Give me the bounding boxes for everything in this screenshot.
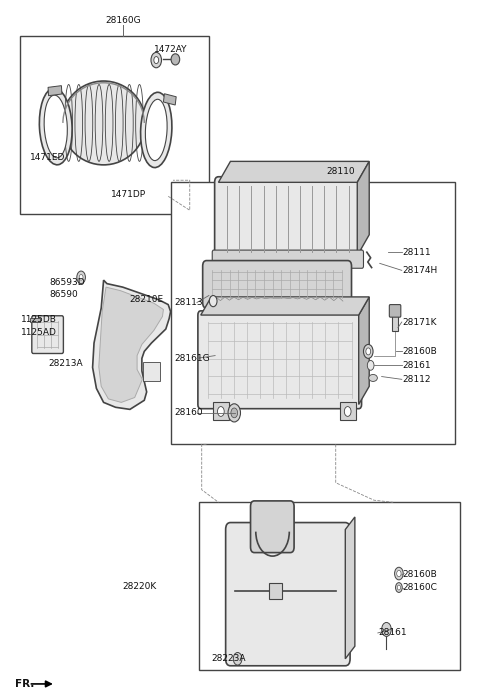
Text: 28223A: 28223A	[211, 654, 246, 664]
Ellipse shape	[141, 92, 172, 167]
Circle shape	[217, 407, 224, 416]
FancyBboxPatch shape	[32, 316, 63, 354]
Text: 86593D: 86593D	[49, 278, 85, 287]
Circle shape	[363, 344, 373, 358]
Circle shape	[228, 404, 240, 422]
Ellipse shape	[369, 374, 377, 382]
FancyBboxPatch shape	[389, 304, 401, 317]
Polygon shape	[359, 297, 369, 405]
Polygon shape	[93, 280, 170, 410]
Circle shape	[367, 360, 374, 370]
Text: 28171K: 28171K	[403, 318, 437, 327]
Ellipse shape	[145, 99, 167, 160]
Text: 28161: 28161	[379, 629, 408, 638]
Circle shape	[209, 295, 217, 307]
Polygon shape	[218, 162, 369, 182]
Circle shape	[382, 622, 391, 636]
FancyBboxPatch shape	[203, 260, 351, 308]
Text: 28174H: 28174H	[403, 266, 438, 275]
Text: 28160B: 28160B	[403, 347, 437, 356]
Bar	[392, 316, 398, 331]
Ellipse shape	[44, 95, 67, 158]
Text: FR.: FR.	[15, 679, 35, 689]
Ellipse shape	[171, 54, 180, 65]
Text: 1471ED: 1471ED	[30, 153, 66, 162]
Text: 28160B: 28160B	[403, 570, 437, 580]
FancyBboxPatch shape	[251, 501, 294, 552]
Text: 1125DB: 1125DB	[21, 316, 57, 325]
Polygon shape	[201, 297, 369, 315]
Text: 28110: 28110	[326, 167, 355, 176]
Text: 1472AY: 1472AY	[154, 45, 187, 54]
Polygon shape	[357, 162, 369, 256]
FancyBboxPatch shape	[212, 250, 363, 268]
Circle shape	[344, 407, 351, 416]
Text: 28220K: 28220K	[123, 582, 157, 591]
Circle shape	[396, 582, 402, 592]
Ellipse shape	[154, 57, 158, 64]
Bar	[170, 182, 456, 444]
Text: 28112: 28112	[403, 374, 431, 384]
Bar	[20, 36, 209, 214]
Text: 86590: 86590	[49, 290, 78, 299]
Circle shape	[397, 585, 401, 590]
Bar	[213, 402, 229, 420]
Text: 28161G: 28161G	[174, 354, 210, 363]
Text: 28161: 28161	[403, 361, 432, 370]
Text: 28213A: 28213A	[48, 360, 83, 368]
Bar	[143, 362, 159, 382]
Text: 1125AD: 1125AD	[21, 328, 57, 337]
Text: 28113: 28113	[174, 298, 203, 307]
Circle shape	[231, 408, 238, 418]
Ellipse shape	[151, 52, 161, 68]
Text: 1471DP: 1471DP	[111, 190, 146, 199]
Text: 28160C: 28160C	[403, 583, 438, 592]
Circle shape	[79, 274, 83, 280]
Bar	[199, 503, 460, 670]
FancyBboxPatch shape	[198, 311, 361, 409]
Bar	[339, 402, 356, 420]
Text: 28160: 28160	[174, 408, 203, 417]
Polygon shape	[99, 287, 163, 402]
Text: 28111: 28111	[403, 248, 432, 257]
Polygon shape	[345, 517, 355, 659]
Bar	[163, 94, 176, 105]
Circle shape	[233, 652, 242, 665]
Bar	[48, 85, 62, 96]
FancyBboxPatch shape	[226, 523, 350, 666]
Text: 28210E: 28210E	[129, 295, 163, 304]
Bar	[30, 318, 40, 322]
Circle shape	[77, 271, 85, 284]
Circle shape	[395, 567, 403, 580]
Circle shape	[397, 570, 401, 577]
Circle shape	[366, 348, 371, 355]
Ellipse shape	[62, 81, 145, 165]
Ellipse shape	[39, 88, 72, 164]
Bar	[269, 582, 282, 599]
Text: 28160G: 28160G	[105, 16, 141, 25]
FancyBboxPatch shape	[215, 176, 361, 261]
